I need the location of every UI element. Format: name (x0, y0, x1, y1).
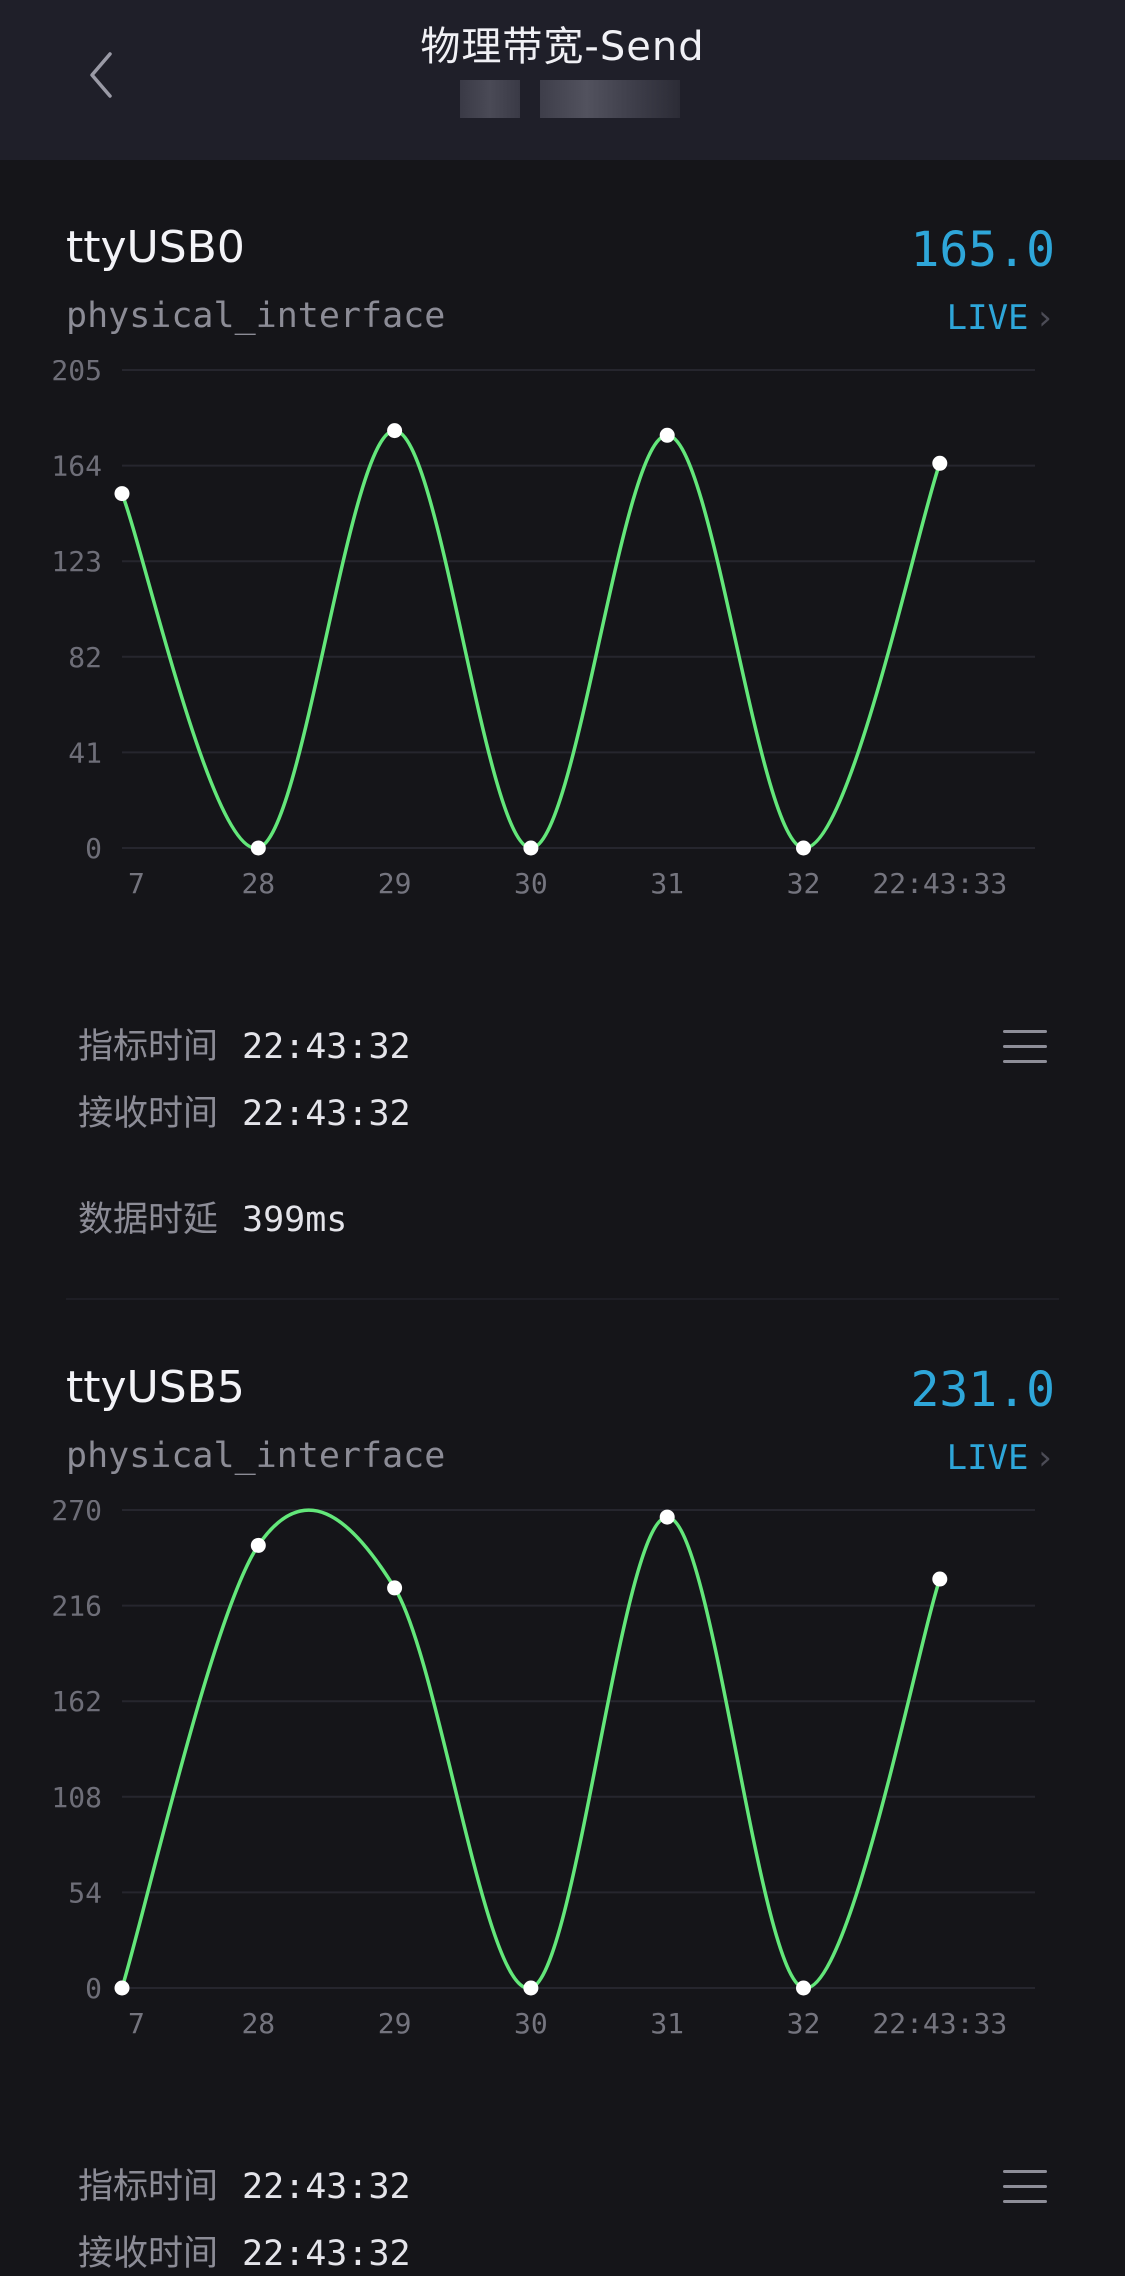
series-line (120, 1508, 942, 1990)
data-point (114, 486, 130, 502)
x-tick-label: 29 (378, 867, 412, 900)
y-tick-label: 270 (51, 1500, 102, 1527)
x-tick-label: 22:43:33 (872, 867, 1007, 900)
x-tick-label: 30 (514, 2007, 548, 2040)
latency-row: 数据时延 399ms (78, 1191, 347, 1242)
y-tick-label: 108 (51, 1781, 102, 1814)
y-tick-label: 82 (68, 641, 102, 674)
data-point (796, 1980, 811, 1996)
receive-time-label: 接收时间 (78, 2234, 219, 2274)
data-point (659, 427, 675, 443)
current-value: 231.0 (910, 1362, 1056, 1418)
x-tick-label: 29 (378, 2007, 412, 2040)
live-label: LIVE (946, 298, 1029, 338)
interface-type: physical_interface (66, 1436, 446, 1476)
receive-time-row: 接收时间 22:43:32 (78, 1085, 411, 1136)
redacted-subtitle (460, 80, 520, 118)
x-tick-label: 7 (128, 2007, 145, 2040)
metric-time-row: 指标时间 22:43:32 (78, 1018, 411, 1069)
data-point (659, 1509, 675, 1525)
data-point (523, 1980, 539, 1996)
x-tick-label: 32 (787, 867, 821, 900)
x-tick-label: 28 (241, 867, 275, 900)
data-point (387, 423, 403, 439)
live-link[interactable]: LIVE › (947, 1438, 1055, 1478)
hamburger-menu-icon[interactable] (1003, 1030, 1047, 1064)
latency-value: 399ms (242, 1200, 348, 1240)
y-tick-label: 123 (51, 545, 102, 578)
divider (66, 1298, 1059, 1300)
metric-time-value: 22:43:32 (242, 1027, 411, 1067)
y-tick-label: 0 (85, 1972, 102, 2005)
x-tick-label: 31 (650, 867, 684, 900)
receive-time-label: 接收时间 (78, 1094, 219, 1134)
interface-name: ttyUSB5 (66, 1362, 245, 1413)
x-tick-label: 22:43:33 (872, 2007, 1007, 2040)
metric-time-label: 指标时间 (78, 2167, 219, 2207)
series-line (120, 428, 942, 850)
x-tick-label: 28 (241, 2007, 275, 2040)
x-tick-label: 32 (787, 2007, 821, 2040)
y-tick-label: 162 (51, 1685, 102, 1718)
interface-type: physical_interface (66, 296, 446, 336)
chevron-right-icon: › (1034, 298, 1055, 338)
hamburger-menu-icon[interactable] (1003, 2170, 1047, 2204)
y-tick-label: 0 (85, 832, 102, 865)
data-point (523, 840, 539, 856)
current-value: 165.0 (910, 222, 1056, 278)
interface-card: ttyUSB0 physical_interface 165.0 LIVE › 0… (0, 160, 1125, 1300)
y-tick-label: 164 (51, 450, 102, 483)
data-point (387, 1580, 403, 1596)
receive-time-value: 22:43:32 (242, 1094, 411, 1134)
x-tick-label: 31 (650, 2007, 684, 2040)
data-point (932, 1571, 948, 1587)
y-tick-label: 216 (51, 1590, 102, 1623)
line-chart: 0 41 82 123 164 205 7 28 29 30 31 32 22:43:33 (51, 360, 1035, 900)
y-tick-label: 41 (68, 736, 102, 769)
redacted-subtitle (540, 80, 680, 118)
live-label: LIVE (946, 1438, 1029, 1478)
page-title: 物理带宽-Send (420, 24, 705, 70)
data-point (932, 455, 948, 471)
y-tick-label: 205 (51, 360, 102, 387)
y-tick-label: 54 (68, 1876, 102, 1909)
receive-time-row: 接收时间 22:43:32 (78, 2225, 411, 2276)
chevron-left-icon[interactable] (80, 40, 130, 110)
data-point (250, 1537, 266, 1553)
app-header: 物理带宽-Send (0, 0, 1125, 160)
interface-name: ttyUSB0 (66, 222, 245, 273)
x-tick-label: 30 (514, 867, 548, 900)
receive-time-value: 22:43:32 (242, 2234, 411, 2274)
metric-time-label: 指标时间 (78, 1027, 219, 1067)
metric-time-value: 22:43:32 (242, 2167, 411, 2207)
metric-time-row: 指标时间 22:43:32 (78, 2158, 411, 2209)
data-point (250, 840, 266, 856)
line-chart: 0 54 108 162 216 270 7 28 29 30 31 32 22:43:33 (51, 1500, 1035, 2040)
x-tick-label: 7 (128, 867, 145, 900)
data-point (114, 1980, 130, 1996)
chevron-right-icon: › (1034, 1438, 1055, 1478)
data-point (796, 840, 811, 856)
latency-label: 数据时延 (78, 1200, 219, 1240)
interface-card: ttyUSB5 physical_interface 231.0 LIVE › 0… (0, 1300, 1125, 2274)
live-link[interactable]: LIVE › (947, 298, 1055, 338)
